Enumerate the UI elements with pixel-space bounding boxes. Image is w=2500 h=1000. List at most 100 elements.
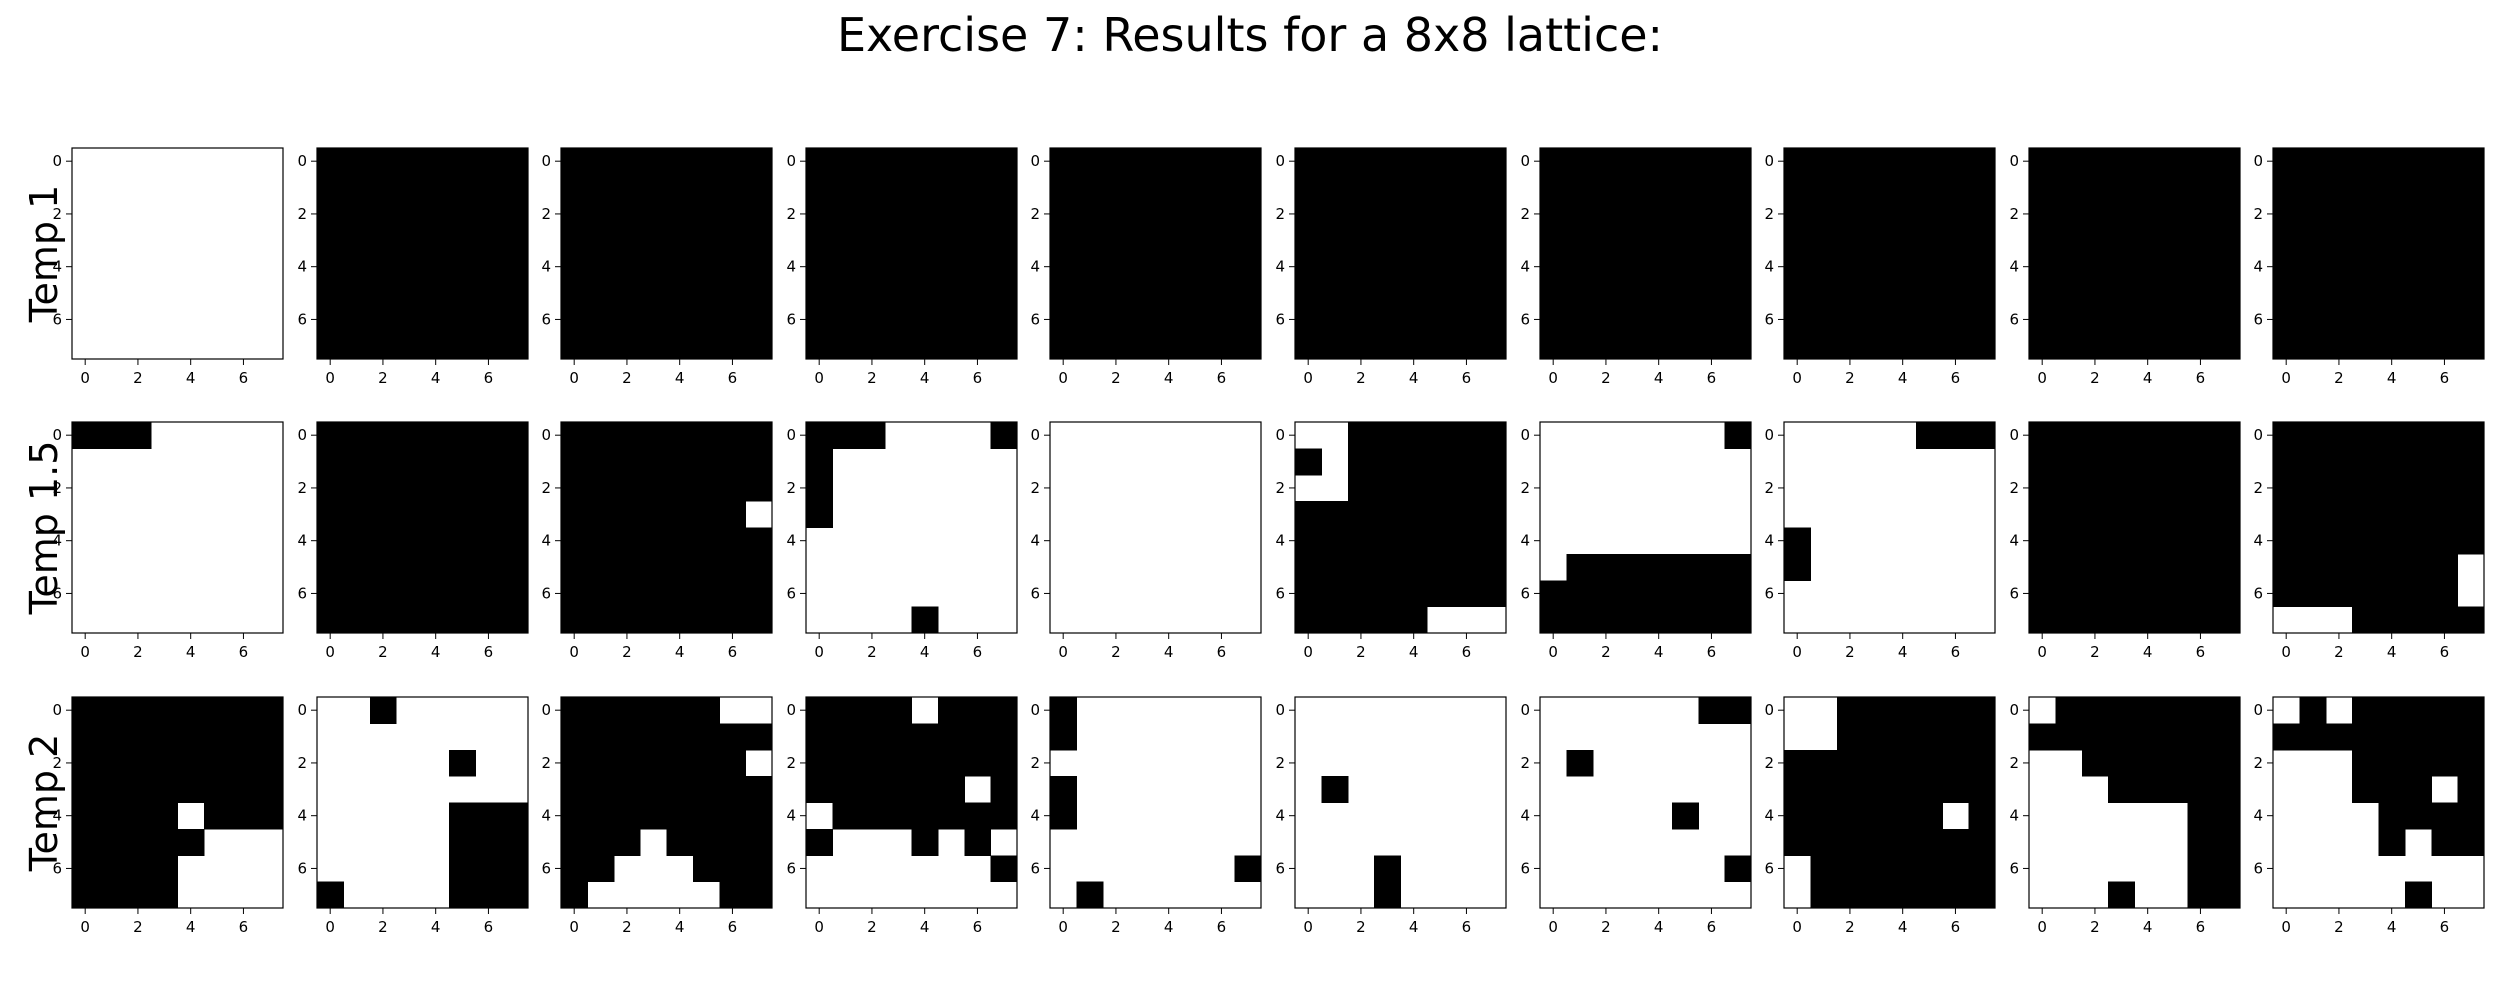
lattice-cell: [2325, 279, 2353, 307]
lattice-cell: [1698, 306, 1726, 334]
lattice-cell: [640, 776, 668, 804]
lattice-cell: [256, 776, 284, 804]
lattice-cell: [2187, 474, 2215, 502]
lattice-cell: [1592, 200, 1620, 228]
lattice-cell: [2325, 474, 2353, 502]
lattice-cell: [1592, 580, 1620, 608]
lattice-cell: [1479, 422, 1507, 449]
lattice-cell: [692, 855, 720, 883]
lattice-cell: [2187, 422, 2215, 449]
lattice-cell: [2081, 749, 2109, 777]
lattice-cell: [72, 828, 99, 856]
lattice-cell: [2134, 174, 2162, 202]
lattice-cell: [2213, 174, 2241, 202]
y-tick-label: 6: [1764, 584, 1774, 602]
x-tick-label: 4: [186, 369, 196, 387]
lattice-cell: [2299, 148, 2327, 175]
lattice-cell: [1426, 422, 1454, 449]
lattice-cell: [343, 606, 371, 634]
lattice-cell: [98, 802, 126, 830]
lattice-cell: [2352, 422, 2380, 449]
panel-background: [72, 422, 283, 633]
lattice-cell: [1400, 174, 1428, 202]
lattice-cell: [937, 697, 965, 724]
lattice-cell: [1129, 200, 1157, 228]
lattice-cell: [1784, 776, 1811, 804]
lattice-cell: [1863, 148, 1891, 175]
lattice-cell: [719, 227, 747, 255]
lattice-cell: [501, 474, 529, 502]
y-tick-label: 0: [2253, 426, 2263, 444]
panel-frame: [1049, 147, 1262, 360]
lattice-cell: [2108, 776, 2136, 804]
lattice-cell: [806, 749, 833, 777]
lattice-cell: [640, 553, 668, 581]
lattice-cell: [1400, 253, 1428, 281]
lattice-cell: [475, 174, 503, 202]
lattice-cell: [2404, 422, 2432, 449]
lattice-cell: [666, 332, 694, 360]
lattice-cell: [1784, 227, 1811, 255]
lattice-cell: [587, 606, 615, 634]
lattice-cell: [1784, 332, 1811, 360]
lattice-cell: [151, 749, 179, 777]
lattice-cell: [422, 501, 450, 529]
lattice-cell: [2299, 422, 2327, 449]
lattice-cell: [1915, 148, 1943, 175]
lattice-cell: [885, 776, 913, 804]
lattice-cell: [885, 749, 913, 777]
y-tick-label: 4: [1520, 258, 1530, 276]
lattice-cell: [1592, 174, 1620, 202]
lattice-cell: [692, 723, 720, 751]
lattice-cell: [1942, 697, 1970, 724]
lattice-cell: [317, 527, 344, 555]
y-tick-label: 2: [786, 479, 796, 497]
lattice-cell: [1566, 174, 1594, 202]
lattice-cell: [1698, 200, 1726, 228]
y-tick-label: 0: [52, 152, 62, 170]
x-tick-label: 2: [1601, 918, 1611, 936]
lattice-cell: [2187, 606, 2215, 634]
lattice-cell: [1453, 227, 1481, 255]
lattice-cell: [2431, 749, 2459, 777]
lattice-cell: [666, 448, 694, 476]
lattice-cell: [369, 227, 397, 255]
x-tick-label: 4: [1409, 918, 1419, 936]
lattice-cell: [964, 148, 992, 175]
lattice-cell: [2108, 279, 2136, 307]
lattice-cell: [745, 881, 773, 909]
x-tick-label: 4: [431, 643, 441, 661]
lattice-cell: [2134, 501, 2162, 529]
lattice-cell: [1915, 253, 1943, 281]
lattice-cell: [1295, 200, 1322, 228]
lattice-cell: [2055, 448, 2083, 476]
lattice-cell: [501, 148, 529, 175]
x-tick-label: 4: [1898, 643, 1908, 661]
x-tick-label: 6: [2196, 918, 2206, 936]
lattice-cell: [911, 200, 939, 228]
lattice-cell: [1698, 227, 1726, 255]
x-tick-label: 0: [569, 643, 579, 661]
y-tick-label: 0: [786, 426, 796, 444]
lattice-cell: [177, 697, 205, 724]
lattice-cell: [1942, 422, 1970, 449]
lattice-cell: [501, 855, 529, 883]
lattice-cell: [72, 749, 99, 777]
lattice-cell: [1426, 553, 1454, 581]
lattice-cell: [1566, 332, 1594, 360]
lattice-cell: [256, 749, 284, 777]
lattice-cell: [1671, 227, 1699, 255]
lattice-cell: [396, 148, 424, 175]
lattice-cell: [832, 279, 860, 307]
lattice-cell: [2431, 606, 2459, 634]
lattice-cell: [1836, 148, 1864, 175]
lattice-cell: [1889, 279, 1917, 307]
y-tick-label: 2: [2253, 205, 2263, 223]
y-tick-label: 6: [297, 859, 307, 877]
lattice-cell: [2029, 527, 2056, 555]
lattice-cell: [2273, 474, 2300, 502]
